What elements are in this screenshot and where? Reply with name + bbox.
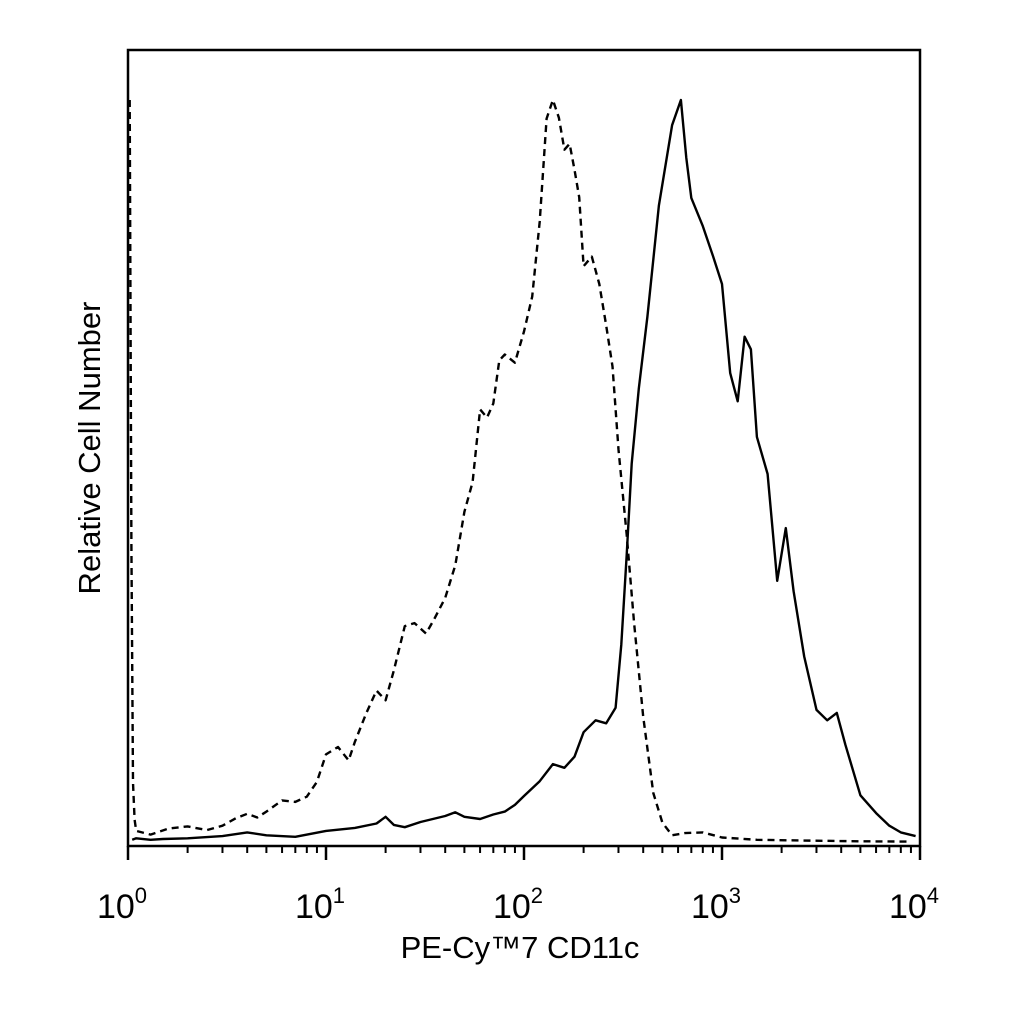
x-axis-title: PE-Cy™7 CD11c xyxy=(401,930,640,965)
series-layer xyxy=(128,98,916,843)
plot-frame xyxy=(126,48,922,848)
x-tick-label: 104 xyxy=(889,883,939,926)
x-tick-label: 100 xyxy=(97,883,147,926)
x-tick-label: 103 xyxy=(691,883,741,926)
series-solid-line xyxy=(131,98,916,841)
y-axis-title: Relative Cell Number xyxy=(72,302,107,595)
x-tick-label: 101 xyxy=(295,883,345,926)
x-tick-label: 102 xyxy=(493,883,543,926)
series-dashed-line xyxy=(128,98,911,843)
x-axis: 100 101 102 103 104 xyxy=(97,846,939,926)
